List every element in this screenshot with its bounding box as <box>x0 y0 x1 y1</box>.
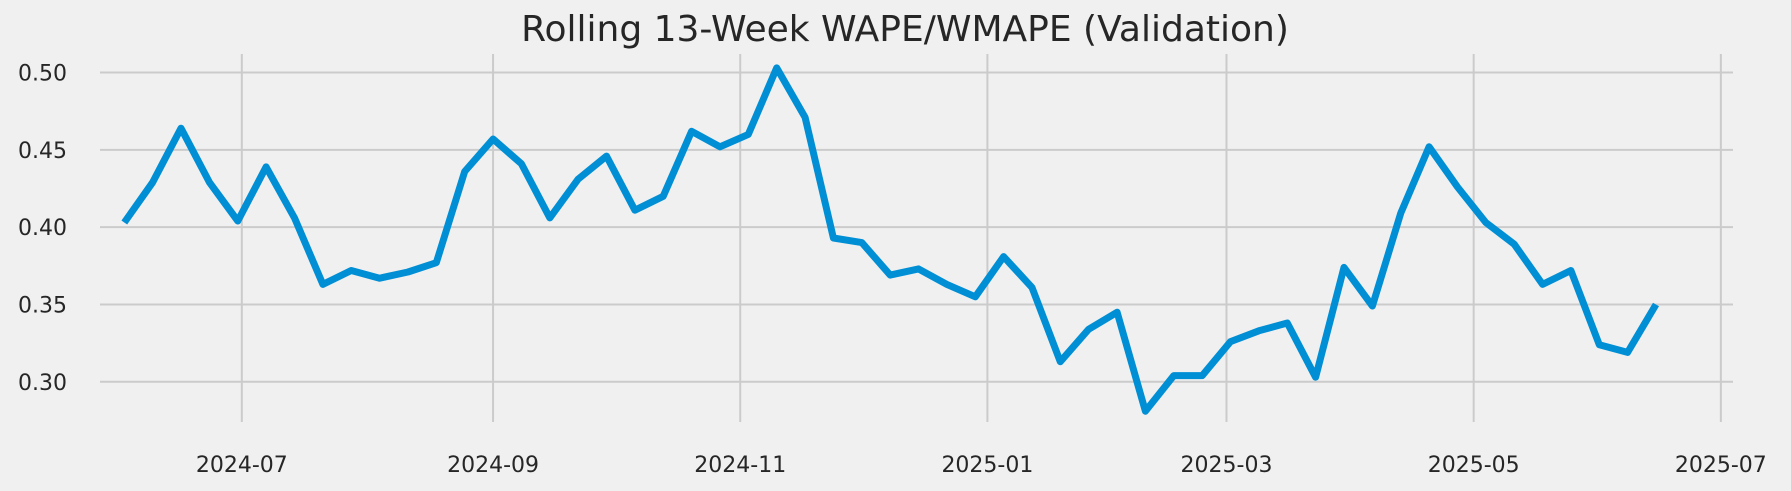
series-line <box>121 64 1660 415</box>
x-tick-label: 2025-01 <box>941 453 1033 478</box>
x-tick-label: 2025-03 <box>1181 453 1273 478</box>
y-tick-label: 0.40 <box>18 216 67 241</box>
tick-layer: 2024-07 2024-09 2024-11 2025-01 2025-03 2025-… <box>18 62 1767 478</box>
y-tick-label: 0.45 <box>18 139 67 164</box>
x-tick-label: 2024-09 <box>447 453 539 478</box>
x-tick-label: 2024-11 <box>694 453 786 478</box>
y-tick-label: 0.50 <box>18 62 67 87</box>
x-tick-label: 2024-07 <box>196 453 288 478</box>
x-tick-label: 2025-07 <box>1675 453 1767 478</box>
y-tick-label: 0.30 <box>18 371 67 396</box>
series-layer <box>121 64 1660 415</box>
grid-layer <box>100 54 1733 422</box>
x-tick-label: 2025-05 <box>1428 453 1520 478</box>
chart-title: Rolling 13-Week WAPE/WMAPE (Validation) <box>521 9 1289 50</box>
y-tick-label: 0.35 <box>18 293 67 318</box>
